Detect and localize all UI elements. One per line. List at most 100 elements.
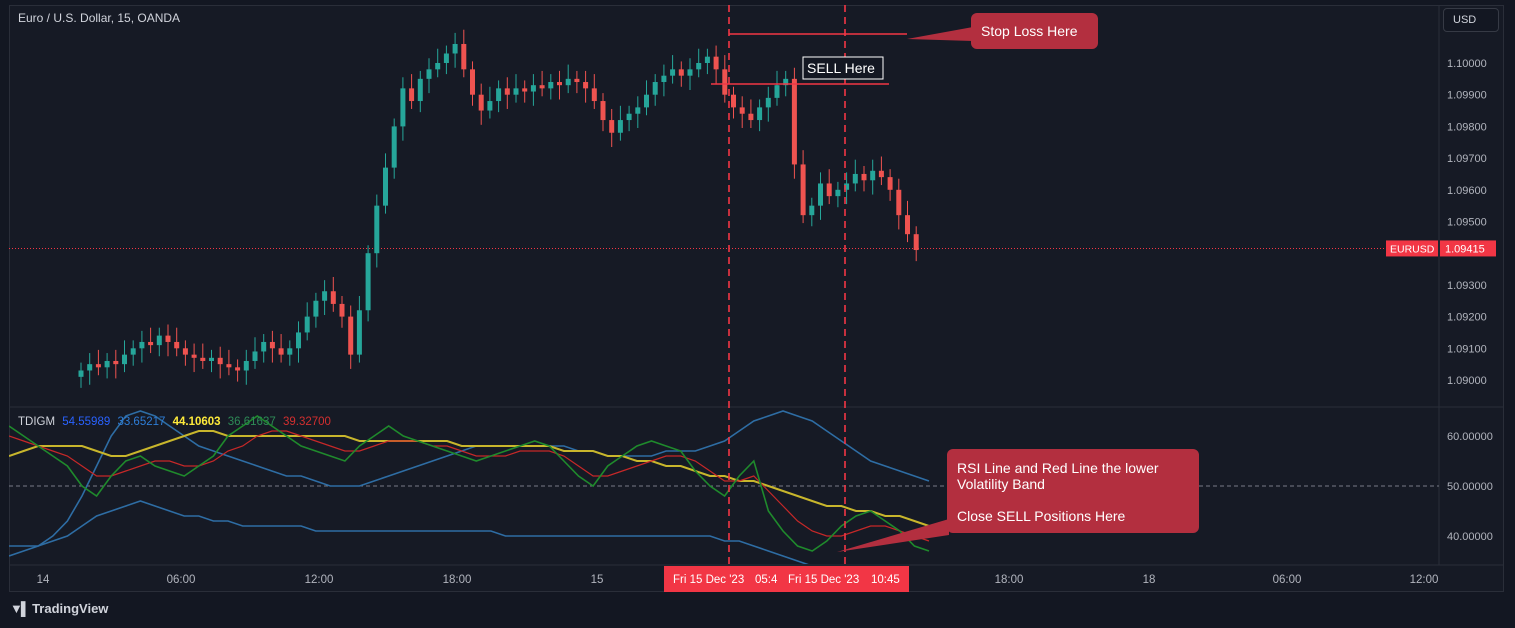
signal-line (9, 430, 930, 542)
chart-canvas[interactable]: 1.10000 1.09900 1.09800 1.09700 1.09600 1.095… (9, 5, 1504, 592)
candle-body (844, 183, 850, 190)
candle-body (313, 300, 319, 317)
candle-body (522, 88, 528, 92)
price-tick-label: 1.10000 (1447, 58, 1487, 70)
candle-body (678, 69, 684, 76)
candle-body (617, 120, 623, 133)
mid-band-line (9, 430, 930, 527)
candle-body (409, 88, 415, 102)
candle-body (452, 43, 458, 54)
time-axis-label: 12:00 (305, 574, 334, 586)
time-highlight-bg (664, 566, 909, 592)
candle-body (609, 120, 615, 133)
candle-body (356, 310, 362, 355)
candle-body (417, 78, 423, 102)
candle-body (322, 291, 328, 301)
candle-body (765, 97, 771, 108)
price-tick-label: 1.09500 (1447, 217, 1487, 229)
candle-body (130, 348, 136, 355)
candle-body (539, 85, 545, 89)
current-symbol-label: EURUSD (1390, 243, 1435, 255)
currency-button[interactable]: USD (1443, 8, 1499, 32)
time-highlight-label: Fri 15 Dec '23 (788, 574, 859, 586)
candle-body (156, 335, 162, 346)
price-tick-label: 1.09600 (1447, 185, 1487, 197)
lower-band-line (9, 500, 809, 564)
rsi-line (9, 415, 930, 552)
indicator-tick-label: 50.00000 (1447, 481, 1493, 493)
candle-body (296, 332, 301, 349)
candle-body (670, 69, 676, 76)
current-price-label: 1.09415 (1445, 243, 1485, 255)
price-tick-label: 1.09200 (1447, 312, 1487, 324)
time-axis-label: 12:00 (1410, 574, 1439, 586)
time-axis-label: 06:00 (1273, 574, 1302, 586)
indicator-legend[interactable]: TDIGM 54.55989 33.65217 44.10603 36.6163… (18, 416, 335, 428)
candle-body (209, 357, 214, 361)
candle-body (783, 78, 789, 86)
time-axis-label: 18:00 (995, 574, 1024, 586)
time-axis-label: 14 (37, 574, 50, 586)
candle-body (809, 205, 815, 216)
indicator-value-1: 54.55989 (62, 416, 111, 428)
candle-body (696, 63, 702, 70)
candle-body (182, 348, 188, 355)
tradingview-brand: TradingView (32, 601, 109, 616)
rsi-note-line3: Close SELL Positions Here (957, 508, 1126, 524)
time-axis-label: 18 (1143, 574, 1156, 586)
candle-body (487, 101, 493, 111)
candle-body (583, 82, 589, 89)
candle-body (113, 360, 119, 365)
candle-body (478, 94, 484, 111)
candle-body (818, 183, 823, 206)
indicator-value-4: 36.61637 (227, 416, 276, 428)
candle-body (217, 357, 223, 365)
candle-body (896, 189, 902, 216)
candle-body (557, 82, 562, 86)
rsi-note-line1: RSI Line and Red Line the lower (957, 460, 1159, 476)
candle-body (757, 107, 763, 121)
rsi-note-pointer (837, 519, 949, 552)
candle-body (905, 215, 910, 235)
candle-body (661, 75, 667, 83)
candle-body (287, 348, 293, 355)
candle-body (504, 88, 510, 95)
candle-body (574, 78, 580, 83)
candle-body (644, 94, 649, 108)
candle-body (791, 78, 797, 165)
sell-label: SELL Here (807, 60, 875, 76)
candle-body (78, 370, 84, 377)
candle-body (913, 234, 919, 251)
candle-body (687, 69, 693, 76)
rsi-note-box (947, 449, 1199, 533)
candle-body (365, 253, 371, 311)
candle-body (165, 335, 171, 342)
candle-body (243, 360, 249, 371)
candle-body (269, 341, 275, 349)
tradingview-logo[interactable]: ▼▌ TradingView (10, 601, 108, 616)
price-tick-label: 1.09000 (1447, 375, 1487, 387)
candle-body (704, 56, 710, 63)
indicator-name: TDIGM (18, 416, 56, 428)
time-highlight-label: 10:45 (871, 574, 900, 586)
price-tick-label: 1.09900 (1447, 90, 1487, 102)
rsi-note-line2: Volatility Band (957, 476, 1045, 492)
candle-body (200, 357, 206, 361)
candle-body (304, 316, 310, 333)
candle-body (87, 364, 93, 371)
candle-body (591, 88, 597, 102)
indicator-tick-label: 40.00000 (1447, 531, 1493, 543)
candle-body (426, 69, 432, 79)
candle-body (565, 78, 571, 86)
price-tick-label: 1.09700 (1447, 153, 1487, 165)
candle-body (226, 364, 232, 368)
time-highlight-label: 05:4 (755, 574, 778, 586)
time-highlight-label: Fri 15 Dec '23 (673, 574, 744, 586)
candle-body (148, 341, 154, 346)
candle-body (400, 88, 406, 127)
stop-loss-pointer (907, 27, 973, 41)
candle-body (383, 167, 388, 206)
candle-body (339, 303, 345, 317)
candle-body (191, 354, 197, 358)
candle-body (435, 63, 441, 70)
